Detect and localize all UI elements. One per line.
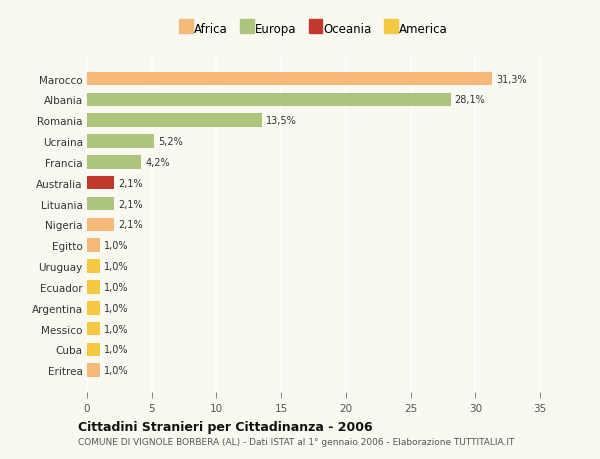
- Bar: [87, 93, 451, 107]
- Bar: [87, 135, 154, 149]
- Text: 1,0%: 1,0%: [104, 282, 128, 292]
- Bar: [87, 301, 100, 315]
- Text: 1,0%: 1,0%: [104, 303, 128, 313]
- Text: 31,3%: 31,3%: [496, 74, 527, 84]
- Text: 1,0%: 1,0%: [104, 324, 128, 334]
- Text: 28,1%: 28,1%: [455, 95, 485, 105]
- Bar: [87, 260, 100, 273]
- Text: 1,0%: 1,0%: [104, 241, 128, 251]
- Bar: [87, 218, 114, 232]
- Bar: [87, 177, 114, 190]
- Bar: [87, 322, 100, 336]
- Bar: [87, 364, 100, 377]
- Bar: [87, 239, 100, 252]
- Legend: Africa, Europa, Oceania, America: Africa, Europa, Oceania, America: [179, 23, 448, 36]
- Bar: [87, 280, 100, 294]
- Text: 2,1%: 2,1%: [118, 179, 143, 188]
- Bar: [87, 114, 262, 128]
- Text: Cittadini Stranieri per Cittadinanza - 2006: Cittadini Stranieri per Cittadinanza - 2…: [78, 420, 373, 433]
- Text: 1,0%: 1,0%: [104, 345, 128, 355]
- Text: 4,2%: 4,2%: [145, 157, 170, 168]
- Bar: [87, 343, 100, 357]
- Bar: [87, 156, 142, 169]
- Text: 1,0%: 1,0%: [104, 262, 128, 271]
- Bar: [87, 197, 114, 211]
- Text: 2,1%: 2,1%: [118, 220, 143, 230]
- Text: 5,2%: 5,2%: [158, 137, 183, 147]
- Text: 2,1%: 2,1%: [118, 199, 143, 209]
- Bar: [87, 73, 492, 86]
- Text: 1,0%: 1,0%: [104, 365, 128, 375]
- Text: COMUNE DI VIGNOLE BORBERA (AL) - Dati ISTAT al 1° gennaio 2006 - Elaborazione TU: COMUNE DI VIGNOLE BORBERA (AL) - Dati IS…: [78, 437, 514, 446]
- Text: 13,5%: 13,5%: [266, 116, 296, 126]
